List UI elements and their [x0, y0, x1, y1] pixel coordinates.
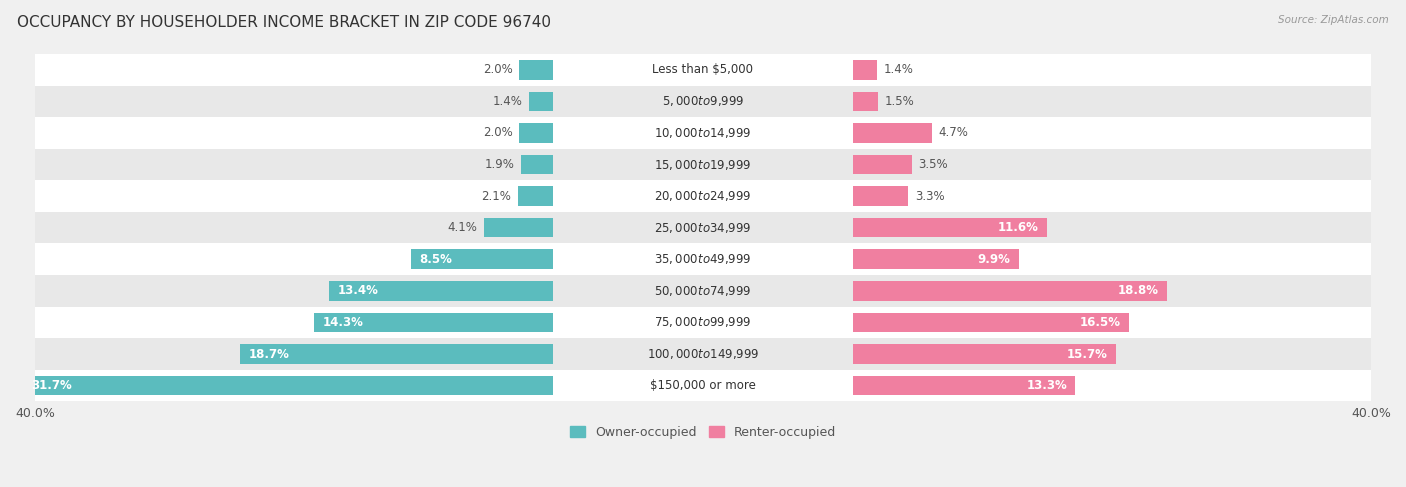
Text: 8.5%: 8.5% [419, 253, 451, 266]
Text: $10,000 to $14,999: $10,000 to $14,999 [654, 126, 752, 140]
Text: 31.7%: 31.7% [31, 379, 72, 392]
Bar [35, 307, 1371, 338]
Bar [35, 212, 1371, 244]
Text: 13.4%: 13.4% [337, 284, 378, 298]
Text: 9.9%: 9.9% [977, 253, 1011, 266]
Bar [314, 313, 553, 332]
Bar [35, 370, 1371, 401]
Text: 18.7%: 18.7% [249, 348, 290, 360]
Bar [853, 187, 908, 206]
Text: 15.7%: 15.7% [1066, 348, 1107, 360]
Bar [35, 54, 1371, 86]
Text: $20,000 to $24,999: $20,000 to $24,999 [654, 189, 752, 203]
Text: 1.4%: 1.4% [883, 63, 914, 76]
Text: Less than $5,000: Less than $5,000 [652, 63, 754, 76]
Text: 11.6%: 11.6% [998, 221, 1039, 234]
Text: $35,000 to $49,999: $35,000 to $49,999 [654, 252, 752, 266]
Bar [517, 187, 553, 206]
Text: 16.5%: 16.5% [1080, 316, 1121, 329]
Bar [519, 123, 553, 143]
Text: 13.3%: 13.3% [1026, 379, 1067, 392]
Text: 4.1%: 4.1% [447, 221, 478, 234]
Text: $75,000 to $99,999: $75,000 to $99,999 [654, 316, 752, 329]
Text: 14.3%: 14.3% [322, 316, 363, 329]
Bar [35, 338, 1371, 370]
Bar [853, 344, 1115, 364]
Text: 3.5%: 3.5% [918, 158, 948, 171]
Text: $100,000 to $149,999: $100,000 to $149,999 [647, 347, 759, 361]
Bar [35, 180, 1371, 212]
Bar [853, 376, 1076, 395]
Text: 3.3%: 3.3% [915, 189, 945, 203]
Bar [853, 60, 877, 79]
Bar [484, 218, 553, 238]
Bar [853, 123, 932, 143]
Text: Source: ZipAtlas.com: Source: ZipAtlas.com [1278, 15, 1389, 25]
Bar [35, 86, 1371, 117]
Bar [411, 249, 553, 269]
Bar [853, 249, 1019, 269]
Text: $150,000 or more: $150,000 or more [650, 379, 756, 392]
Text: $25,000 to $34,999: $25,000 to $34,999 [654, 221, 752, 235]
Bar [24, 376, 553, 395]
Text: $15,000 to $19,999: $15,000 to $19,999 [654, 157, 752, 171]
Text: 1.4%: 1.4% [492, 95, 523, 108]
Bar [853, 313, 1129, 332]
Text: $5,000 to $9,999: $5,000 to $9,999 [662, 94, 744, 108]
Bar [519, 60, 553, 79]
Text: 1.9%: 1.9% [485, 158, 515, 171]
Text: OCCUPANCY BY HOUSEHOLDER INCOME BRACKET IN ZIP CODE 96740: OCCUPANCY BY HOUSEHOLDER INCOME BRACKET … [17, 15, 551, 30]
Bar [35, 149, 1371, 180]
Bar [522, 155, 553, 174]
Bar [329, 281, 553, 300]
Text: 2.0%: 2.0% [482, 127, 513, 139]
Bar [853, 218, 1047, 238]
Legend: Owner-occupied, Renter-occupied: Owner-occupied, Renter-occupied [565, 421, 841, 444]
Bar [35, 275, 1371, 307]
Bar [35, 244, 1371, 275]
Text: 4.7%: 4.7% [938, 127, 969, 139]
Bar [853, 155, 911, 174]
Bar [240, 344, 553, 364]
Bar [529, 92, 553, 111]
Bar [35, 117, 1371, 149]
Text: $50,000 to $74,999: $50,000 to $74,999 [654, 284, 752, 298]
Text: 1.5%: 1.5% [884, 95, 915, 108]
Text: 2.1%: 2.1% [481, 189, 510, 203]
Text: 18.8%: 18.8% [1118, 284, 1159, 298]
Bar [853, 92, 879, 111]
Text: 2.0%: 2.0% [482, 63, 513, 76]
Bar [853, 281, 1167, 300]
